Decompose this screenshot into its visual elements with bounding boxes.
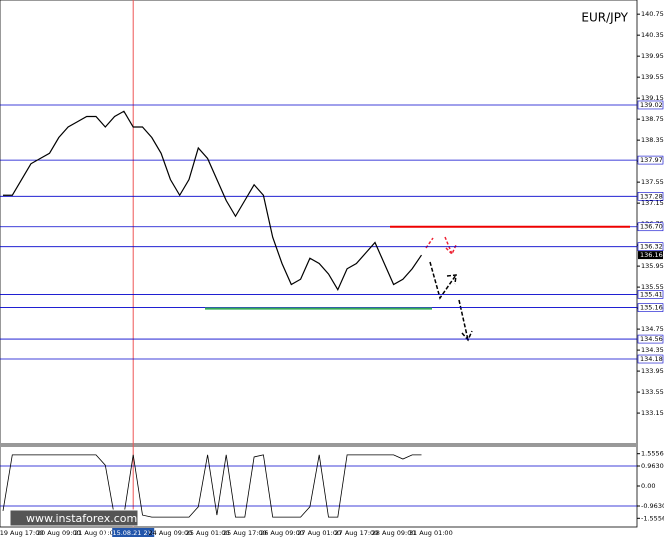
x-tick-label: 20 Aug 09:00 (37, 529, 81, 537)
y-tick-label: 134.75 (641, 325, 664, 333)
level-label: 135.16 (640, 304, 663, 312)
level-label-box (637, 303, 664, 312)
y-tick-label: 139.15 (641, 94, 664, 102)
osc-y-tick-label: 0.00 (641, 482, 655, 490)
level-label: 136.70 (640, 223, 663, 231)
x-label-highlight (112, 528, 155, 537)
osc-y-tick-label: 0.9630 (641, 462, 664, 470)
y-tick-label: 137.55 (641, 178, 664, 186)
level-label: 137.28 (640, 192, 663, 200)
y-tick-label: 133.15 (641, 409, 664, 417)
level-label-box (637, 290, 664, 299)
level-label-box (637, 334, 664, 344)
y-tick-label: 135.95 (641, 262, 664, 270)
osc-y-tick-label: 1.5556 (641, 450, 664, 458)
level-label: 134.56 (640, 335, 663, 343)
y-tick-label: 133.95 (641, 367, 664, 375)
x-tick-label: 27 Aug 01:00 (297, 529, 341, 537)
x-tick-label: 25 Aug 17:00 (223, 529, 267, 537)
x-tick-label: 24 Aug 09:00 (148, 529, 192, 537)
level-label: 134.18 (640, 355, 663, 363)
level-label-box (637, 192, 664, 201)
x-tick-label: 31 Aug 01:00 (409, 529, 453, 537)
level-label: 137.97 (640, 156, 663, 164)
x-tick-label: 19 Aug 17:00 (0, 529, 44, 537)
last-price-box (638, 251, 663, 260)
chart-title: EUR/JPY (581, 11, 628, 25)
level-label-box (637, 222, 664, 232)
x-tick-label: 2015.08.21 21:00 (104, 529, 162, 537)
y-tick-label: 134.35 (641, 346, 664, 354)
oscillator-line (2, 454, 422, 518)
y-tick-label: 139.95 (641, 52, 664, 60)
y-tick-label: 140.35 (641, 31, 664, 39)
level-label-box (637, 242, 664, 251)
x-tick-label: 28 Aug 09:00 (372, 529, 416, 537)
x-tick-label: 21 Aug 01:00 (74, 529, 118, 537)
price-line (3, 110, 422, 292)
osc-y-tick-label: -0.9630 (641, 502, 664, 510)
forecast-arrows (425, 236, 473, 342)
last-price: 136.16 (640, 251, 663, 259)
level-label: 136.32 (640, 243, 663, 251)
level-label: 135.41 (640, 290, 663, 298)
watermark: www.instaforex.com (9, 509, 139, 527)
panel-separator (0, 443, 637, 447)
y-tick-label: 139.55 (641, 73, 664, 81)
level-label-box (637, 155, 664, 165)
y-tick-label: 135.55 (641, 283, 664, 291)
y-tick-label: 140.75 (641, 10, 664, 18)
x-tick-label: 26 Aug 09:00 (260, 529, 304, 537)
level-label-box (637, 100, 664, 110)
y-tick-label: 138.35 (641, 136, 664, 144)
x-tick-label: 27 Aug 17:00 (334, 529, 378, 537)
level-label: 139.02 (640, 101, 663, 109)
y-tick-label: 137.15 (641, 199, 664, 207)
osc-y-tick-label: -1.5556 (641, 514, 664, 522)
watermark-text: www.instaforex.com (26, 512, 137, 525)
y-tick-label: 138.75 (641, 115, 664, 123)
x-tick-label: 25 Aug 01:00 (186, 529, 230, 537)
level-label-box (637, 354, 664, 364)
y-tick-label: 133.55 (641, 388, 664, 396)
